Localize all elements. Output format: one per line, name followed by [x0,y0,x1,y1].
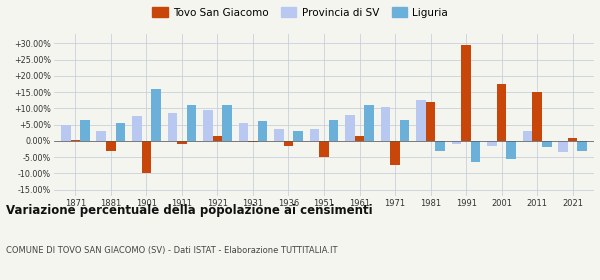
Bar [248,141,258,143]
Bar [380,107,390,141]
Bar [293,131,303,141]
Bar [558,141,568,152]
Bar [167,113,177,141]
Bar [203,110,212,141]
Bar [532,92,542,141]
Bar [116,123,125,141]
Bar [258,121,268,141]
Bar [355,136,364,141]
Bar [364,105,374,141]
Bar [506,141,516,159]
Bar [400,120,409,141]
Bar [568,137,577,141]
Bar [274,129,284,141]
Bar [436,141,445,151]
Bar [106,141,116,151]
Bar [142,141,151,173]
Bar [523,131,532,141]
Bar [452,141,461,144]
Bar [497,84,506,141]
Bar [390,141,400,165]
Bar [426,102,436,141]
Bar [471,141,481,162]
Bar [97,131,106,141]
Bar [151,89,161,141]
Bar [187,105,196,141]
Bar [461,45,471,141]
Bar [80,120,90,141]
Bar [416,100,426,141]
Bar [329,120,338,141]
Bar [345,115,355,141]
Text: COMUNE DI TOVO SAN GIACOMO (SV) - Dati ISTAT - Elaborazione TUTTITALIA.IT: COMUNE DI TOVO SAN GIACOMO (SV) - Dati I… [6,246,337,255]
Bar [542,141,551,147]
Bar [177,141,187,144]
Bar [310,129,319,141]
Bar [212,136,222,141]
Bar [319,141,329,157]
Bar [239,123,248,141]
Bar [61,125,71,141]
Bar [284,141,293,146]
Bar [222,105,232,141]
Bar [487,141,497,146]
Bar [132,116,142,141]
Text: Variazione percentuale della popolazione ai censimenti: Variazione percentuale della popolazione… [6,204,373,217]
Legend: Tovo San Giacomo, Provincia di SV, Liguria: Tovo San Giacomo, Provincia di SV, Ligur… [150,5,450,20]
Bar [577,141,587,151]
Bar [71,140,80,141]
